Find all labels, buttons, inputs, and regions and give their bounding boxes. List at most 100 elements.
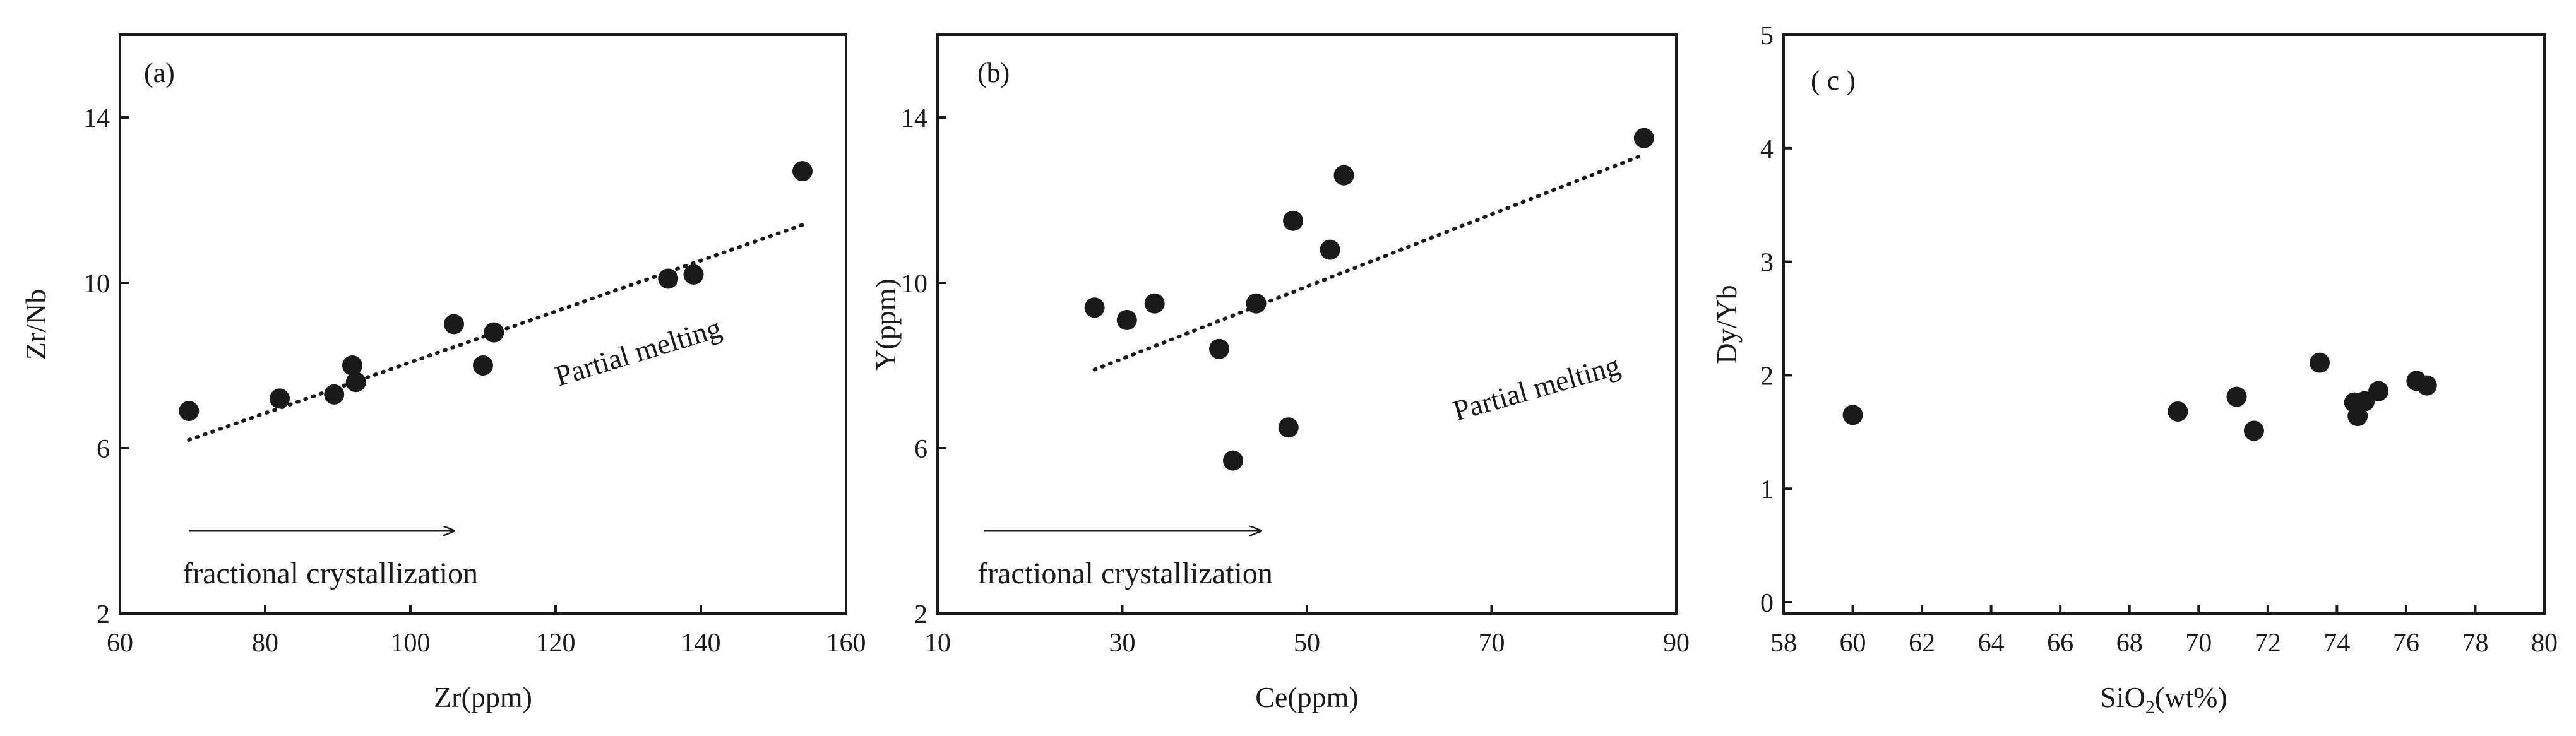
x-tick-label: 58 — [1770, 629, 1797, 658]
panel-c-y-ticks: 0 1 2 3 4 5 — [1760, 21, 1792, 618]
data-point — [683, 264, 704, 285]
y-tick-label: 6 — [914, 435, 927, 464]
x-tick-label: 70 — [1479, 629, 1505, 658]
x-tick-label: 80 — [2531, 629, 2558, 658]
y-tick-label: 2 — [97, 600, 110, 629]
data-point — [2354, 391, 2375, 412]
y-tick-label: 10 — [901, 270, 927, 299]
y-tick-label: 4 — [1760, 135, 1774, 164]
y-tick-label: 2 — [1760, 362, 1774, 391]
data-point — [2243, 420, 2264, 441]
data-point — [2168, 401, 2188, 422]
data-point — [1246, 293, 1267, 314]
panel-c-x-label-tail: (wt%) — [2155, 681, 2227, 713]
panel-c: ( c ) 0 1 2 3 4 5 58 60 62 64 66 68 70 72 74 76 78 80 Si… — [1710, 21, 2558, 718]
panel-c-x-ticks: 58 60 62 64 66 68 70 72 74 76 78 80 — [1770, 605, 2558, 658]
y-tick-label: 2 — [914, 600, 927, 629]
x-tick-label: 64 — [1978, 629, 2005, 658]
x-tick-label: 72 — [2255, 629, 2281, 658]
data-point — [2226, 386, 2247, 407]
x-tick-label: 140 — [681, 629, 721, 658]
y-tick-label: 6 — [97, 435, 110, 464]
panel-a-x-ticks: 60 80 100 120 140 160 — [107, 605, 866, 658]
x-tick-label: 100 — [391, 629, 431, 658]
y-tick-label: 5 — [1760, 21, 1774, 50]
data-point — [444, 314, 464, 335]
panel-c-frame — [1782, 33, 2546, 615]
panel-a-x-label: Zr(ppm) — [434, 681, 532, 713]
x-tick-label: 70 — [2185, 629, 2212, 658]
data-point — [1144, 293, 1165, 314]
panel-b-y-label: Y(ppm) — [869, 278, 902, 371]
data-point — [270, 388, 290, 409]
panel-a-points — [179, 161, 813, 422]
x-tick-label: 60 — [107, 629, 133, 658]
panel-b-x-label: Ce(ppm) — [1255, 681, 1359, 713]
data-point — [345, 372, 366, 393]
panel-b: (b) 2 6 10 14 10 30 50 70 90 Partial melting fr… — [869, 33, 1690, 713]
panel-a-y-ticks: 2 6 10 14 — [83, 104, 129, 629]
x-tick-label: 30 — [1109, 629, 1136, 658]
panel-a-trend-line — [187, 223, 804, 442]
panel-b-trend-label: Partial melting — [1450, 348, 1624, 427]
panel-c-x-label-sub: 2 — [2145, 697, 2155, 718]
x-tick-label: 66 — [2047, 629, 2073, 658]
x-tick-label: 120 — [536, 629, 576, 658]
x-tick-label: 74 — [2323, 629, 2350, 658]
data-point — [484, 322, 504, 343]
data-point — [1283, 210, 1304, 231]
x-tick-label: 50 — [1294, 629, 1320, 658]
y-tick-label: 0 — [1760, 589, 1774, 618]
data-point — [1320, 239, 1340, 260]
data-point — [342, 355, 362, 376]
panel-c-label: ( c ) — [1811, 65, 1856, 96]
data-point — [1116, 309, 1137, 330]
data-point — [473, 355, 493, 376]
x-tick-label: 80 — [252, 629, 278, 658]
y-tick-label: 1 — [1760, 475, 1774, 504]
x-tick-label: 62 — [1909, 629, 1935, 658]
data-point — [2309, 352, 2330, 373]
data-point — [1842, 405, 1863, 425]
data-point — [1084, 297, 1105, 318]
x-tick-label: 78 — [2462, 629, 2488, 658]
y-tick-label: 3 — [1760, 249, 1774, 278]
panel-c-x-label: SiO2(wt%) — [2100, 681, 2227, 718]
panel-b-x-ticks: 10 30 50 70 90 — [924, 605, 1690, 658]
panel-a-arrow-label: fractional crystallization — [182, 557, 478, 590]
x-tick-label: 160 — [826, 629, 866, 658]
panel-a: (a) 2 6 10 14 60 80 100 120 140 160 Partial melt… — [20, 33, 866, 713]
panel-b-label: (b) — [977, 57, 1010, 88]
panel-c-y-label: Dy/Yb — [1710, 285, 1743, 364]
data-point — [1209, 338, 1230, 359]
panel-b-trend-line — [1092, 152, 1646, 372]
panel-a-trend-label: Partial melting — [551, 311, 725, 392]
data-point — [1633, 128, 1654, 148]
x-tick-label: 76 — [2393, 629, 2419, 658]
y-tick-label: 10 — [83, 270, 110, 299]
data-point — [179, 401, 200, 422]
panel-a-frame — [119, 33, 847, 615]
data-point — [2368, 381, 2389, 401]
panel-b-points — [1084, 128, 1654, 471]
data-point — [1223, 450, 1243, 471]
x-tick-label: 90 — [1663, 629, 1690, 658]
data-point — [1278, 417, 1299, 438]
x-tick-label: 68 — [2116, 629, 2143, 658]
panel-c-x-label-main: SiO — [2100, 681, 2145, 713]
data-point — [792, 161, 813, 182]
data-point — [324, 384, 345, 405]
data-point — [2416, 375, 2437, 396]
panel-b-y-ticks: 2 6 10 14 — [901, 104, 946, 629]
panel-b-frame — [936, 33, 1678, 615]
data-point — [1333, 165, 1354, 186]
x-tick-label: 60 — [1840, 629, 1866, 658]
panel-a-y-label: Zr/Nb — [20, 289, 52, 360]
panel-b-arrow-label: fractional crystallization — [977, 557, 1273, 590]
data-point — [658, 268, 679, 289]
x-tick-label: 10 — [924, 629, 951, 658]
panel-c-points — [1842, 352, 2437, 441]
y-tick-label: 14 — [901, 104, 927, 133]
y-tick-label: 14 — [83, 104, 110, 133]
